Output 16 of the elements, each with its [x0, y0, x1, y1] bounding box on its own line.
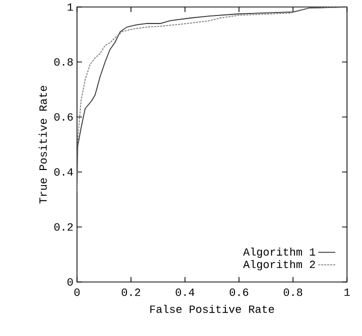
legend-label: Algorithm 2: [243, 260, 315, 270]
x-tick-label: 1: [344, 288, 350, 296]
y-tick-label: 1: [68, 3, 73, 11]
y-tick-label: 0.4: [54, 168, 73, 176]
y-tick-label: 0.8: [54, 58, 73, 66]
y-tick-label: 0.6: [54, 113, 73, 121]
legend-label: Algorithm 1: [243, 248, 316, 258]
y-tick-label: 0: [68, 278, 73, 286]
y-tick-label: 0.2: [54, 223, 73, 231]
y-axis-title: True Positive Rate: [38, 86, 47, 204]
x-axis-title: False Positive Rate: [150, 304, 274, 313]
x-tick-label: 0: [74, 288, 80, 296]
x-tick-label: 0.8: [284, 288, 302, 296]
x-tick-label: 0.4: [176, 288, 194, 296]
x-tick-label: 0.6: [230, 288, 248, 296]
x-tick-label: 0.2: [122, 288, 140, 296]
